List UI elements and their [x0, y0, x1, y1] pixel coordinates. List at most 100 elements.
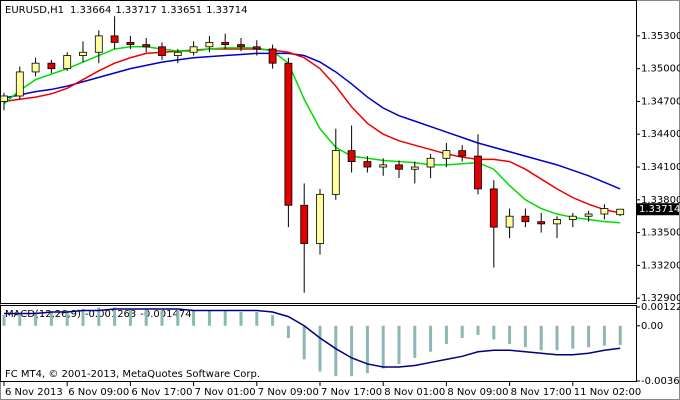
macd-bar [413, 325, 417, 358]
candle-body [221, 42, 230, 46]
signal-last: -0.001474 [140, 309, 191, 320]
candle-body [0, 95, 8, 102]
candle-body [189, 46, 198, 53]
last-open: 1.33664 [70, 5, 111, 16]
macd-bar [223, 310, 227, 326]
macd-bar [2, 315, 6, 326]
macd-bar [476, 325, 480, 335]
candle-body [474, 155, 482, 190]
price-box-label: 1.33714 [639, 204, 680, 215]
y-tick-label: 1.33500 [641, 228, 680, 239]
macd-bar [555, 325, 559, 351]
candle-body [205, 42, 214, 48]
macd-bar [113, 307, 117, 326]
candle-body [31, 62, 40, 73]
macd-bar [49, 312, 53, 326]
macd-bar [523, 325, 527, 348]
candle-body [15, 71, 24, 97]
candle-body [584, 213, 593, 217]
macd-bar [618, 325, 622, 346]
y-tick-label: 1.32900 [641, 293, 680, 304]
macd-bar [429, 325, 433, 352]
x-tick-label: 8 Nov 17:00 [511, 387, 572, 398]
macd-bar [65, 310, 69, 326]
y-tick-label: -0.003615 [641, 376, 680, 387]
macd-bar [571, 325, 575, 349]
candle-body [300, 204, 309, 244]
macd-bar [381, 325, 385, 369]
candle-body [347, 150, 356, 162]
macd-bar [460, 325, 464, 338]
x-tick-label: 7 Nov 09:00 [258, 387, 319, 398]
macd-bar [34, 312, 38, 326]
candle-body [237, 44, 245, 48]
y-tick-label: 1.34700 [641, 96, 680, 107]
symbol: EURUSD,H1 [5, 5, 64, 16]
candle-body [142, 44, 151, 48]
y-tick-label: 1.33200 [641, 260, 680, 271]
macd-bar [334, 325, 338, 377]
macd-bar [176, 310, 180, 326]
x-tick-label: 7 Nov 01:00 [195, 387, 256, 398]
y-tick-label: 1.33800 [641, 195, 680, 206]
moving-average [3, 52, 621, 190]
macd-bar [302, 325, 306, 360]
candle-body [268, 48, 277, 64]
candle-body [158, 46, 166, 56]
x-tick-label: 11 Nov 02:00 [574, 387, 641, 398]
candle-body [426, 157, 435, 168]
macd-bar [286, 325, 290, 338]
candle-body [379, 164, 388, 168]
macd-bar [239, 312, 243, 326]
macd-bar [444, 325, 448, 345]
macd-bar [602, 325, 606, 346]
y-tick-label: 1.35300 [641, 31, 680, 42]
y-tick-label: 1.34400 [641, 129, 680, 140]
macd-bar [207, 310, 211, 326]
x-tick-label: 7 Nov 17:00 [321, 387, 382, 398]
y-tick-label: 1.34100 [641, 162, 680, 173]
moving-average [3, 46, 621, 224]
candle-body [505, 215, 514, 228]
candle-body [410, 166, 419, 170]
candle-body [110, 35, 119, 43]
macd-bar [508, 325, 512, 345]
macd-bar [160, 310, 164, 326]
macd-bar [97, 307, 101, 326]
candle-body [47, 62, 56, 70]
candle-body [395, 164, 403, 170]
candle-body [331, 150, 340, 195]
x-tick-label: 6 Nov 2013 [5, 387, 63, 398]
y-tick-label: 0.00 [641, 321, 663, 332]
x-tick-label: 6 Nov 09:00 [68, 387, 129, 398]
candle-body [94, 35, 103, 53]
macd-header: MACD(12,26,9) -0.001263 -0.001474 [5, 309, 192, 320]
candle-body [316, 193, 324, 244]
macd-last: -0.001263 [85, 309, 136, 320]
x-tick-label: 8 Nov 01:00 [384, 387, 445, 398]
chart-header: EURUSD,H1 1.33664 1.33717 1.33651 1.33714 [5, 5, 247, 16]
macd-bar [492, 325, 496, 340]
x-tick-label: 8 Nov 09:00 [447, 387, 508, 398]
macd-bar [397, 325, 401, 364]
candle-body [173, 51, 182, 56]
candle-body [600, 208, 609, 215]
candle-body [63, 55, 72, 70]
last-high: 1.33717 [115, 5, 156, 16]
price-box [637, 203, 679, 216]
candle-body [363, 161, 372, 168]
y-tick-label: 1.35000 [641, 64, 680, 75]
candle-body [458, 150, 467, 157]
candle-body [616, 208, 625, 216]
candle-body [553, 219, 561, 225]
signal-line [4, 308, 621, 368]
candle-body [568, 215, 577, 220]
macd-bar [350, 325, 354, 377]
macd-bar [81, 308, 85, 326]
macd-bar [255, 312, 259, 326]
x-tick-label: 6 Nov 17:00 [131, 387, 192, 398]
candle-body [489, 188, 498, 228]
copyright: FC MT4, © 2001-2013, MetaQuotes Software… [5, 369, 260, 380]
